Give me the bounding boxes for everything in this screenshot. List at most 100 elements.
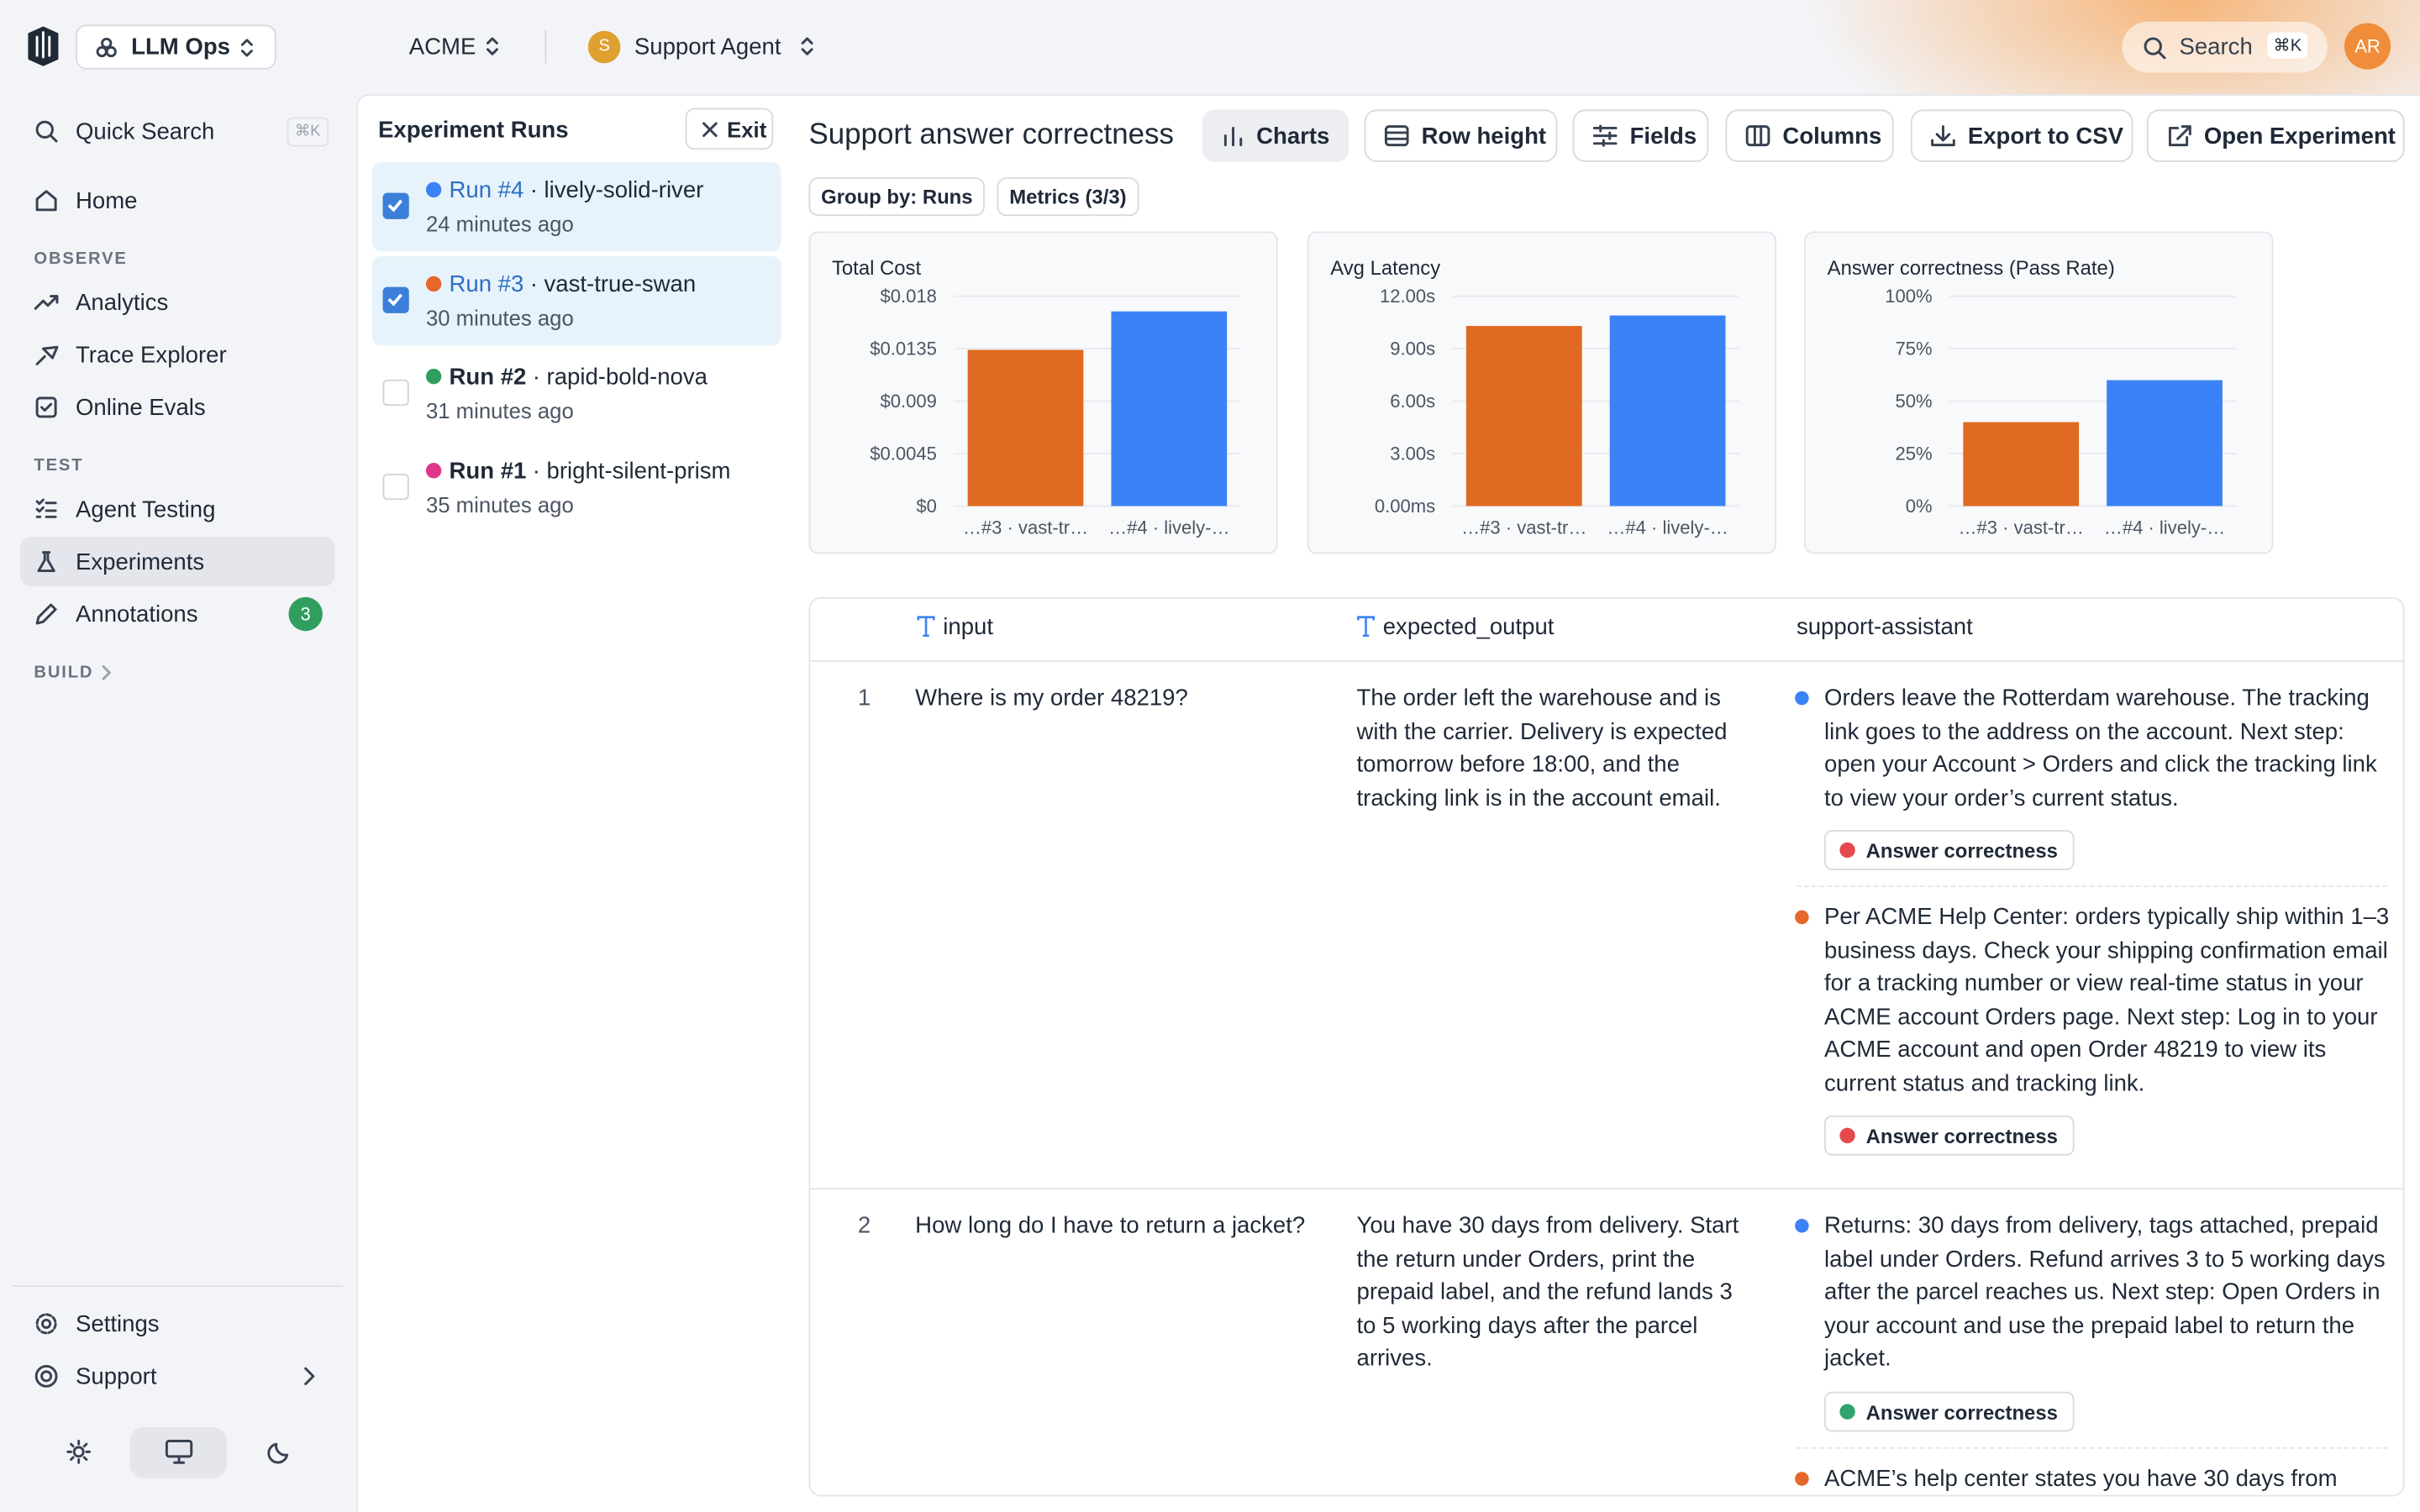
agent-name[interactable]: Support Agent <box>634 34 781 60</box>
y-tick-label: $0.0045 <box>870 443 937 464</box>
button-label: Row height <box>1421 123 1547 150</box>
run-title: Run #4 · lively-solid-river <box>425 177 703 203</box>
y-tick-label: 3.00s <box>1390 443 1435 464</box>
toolbar-button[interactable]: Open Experiment <box>2146 109 2405 162</box>
user-avatar[interactable]: AR <box>2344 23 2391 70</box>
chevron <box>801 37 813 55</box>
nav-item[interactable]: Agent Testing <box>76 496 216 523</box>
nav-section[interactable]: BUILD <box>34 663 94 682</box>
run-time: 31 minutes ago <box>425 397 574 423</box>
toolbar-button[interactable]: Row height <box>1364 109 1558 162</box>
search-label: Search <box>2179 34 2253 60</box>
chevron <box>304 1367 315 1386</box>
page-title: Support answer correctness <box>808 118 1174 152</box>
theme-system[interactable] <box>165 1440 193 1464</box>
eval-label: Answer correctness <box>1865 838 2058 862</box>
toolbar-button[interactable]: Export to CSV <box>1910 109 2133 162</box>
run-row[interactable]: Run #3 · vast-true-swan 30 minutes ago <box>371 255 781 346</box>
theme-active <box>129 1426 228 1478</box>
output-dot <box>1795 1219 1809 1233</box>
checkbox <box>382 379 409 407</box>
run-row[interactable]: Run #4 · lively-solid-river 24 minutes ago <box>371 161 781 252</box>
icon <box>35 190 57 212</box>
chart-title: Answer correctness (Pass Rate) <box>1828 257 2115 280</box>
toolbar-button[interactable]: Fields <box>1572 109 1709 162</box>
workspace-switcher[interactable]: LLM Ops <box>76 24 276 70</box>
run-row[interactable]: Run #1 · bright-silent-prism 35 minutes ag… <box>372 443 781 533</box>
run-name: · rapid-bold-nova <box>532 364 708 391</box>
button-label: Open Experiment <box>2203 123 2396 150</box>
eval-dot <box>1839 1127 1855 1144</box>
y-tick-label: $0.018 <box>881 286 937 307</box>
nav-item[interactable]: Support <box>76 1363 157 1390</box>
nav-item[interactable]: Annotations <box>76 601 198 628</box>
table: input expected_output support-assistant 1 Wh… <box>808 596 2405 1497</box>
y-tick-label: 25% <box>1895 443 1932 464</box>
chart: Answer correctness (Pass Rate) 0% 25% 50% 75… <box>1828 257 2237 538</box>
toolbar-button[interactable]: Charts <box>1202 109 1349 162</box>
toolbar-button[interactable]: Columns <box>1725 109 1894 162</box>
y-tick-label: 0% <box>1906 496 1933 517</box>
bar <box>1963 422 2080 507</box>
y-tick-label: 6.00s <box>1390 391 1435 412</box>
header-rule <box>810 660 2403 662</box>
icon <box>1931 125 1955 147</box>
y-tick-label: 12.00s <box>1380 286 1435 307</box>
check <box>387 199 402 213</box>
expected-cell: You have 30 days from delivery. Start th… <box>1356 1212 1739 1372</box>
nav-item[interactable]: Trace Explorer <box>76 342 227 369</box>
icon <box>34 295 59 310</box>
theme-dark[interactable] <box>267 1440 292 1464</box>
icon <box>35 498 57 518</box>
nav-item[interactable]: Quick Search <box>76 118 215 145</box>
row-rule <box>810 1188 2403 1190</box>
bar <box>1609 315 1726 507</box>
y-tick-label: 50% <box>1895 391 1932 412</box>
agent-avatar: S <box>587 30 621 64</box>
nav-item[interactable]: Settings <box>76 1311 160 1338</box>
eval-dot <box>1839 842 1855 858</box>
exit-label: Exit <box>727 117 767 142</box>
column-header: support-assistant <box>1796 614 1973 641</box>
output-separator <box>1796 885 2388 888</box>
output-dot <box>1795 690 1809 706</box>
nav-section: TEST <box>34 456 84 475</box>
exit-button[interactable]: Exit <box>685 108 774 150</box>
x-tick-label: …#3 · vast-tr… <box>1959 517 2084 538</box>
eval-badge: Answer correctness <box>1824 830 2075 870</box>
bar <box>967 349 1084 507</box>
nav-item[interactable]: Online Evals <box>76 395 206 422</box>
checkbox <box>382 286 409 313</box>
nav-item[interactable]: Home <box>76 188 138 215</box>
icon <box>35 396 57 418</box>
run-name: · vast-true-swan <box>529 271 697 298</box>
search[interactable]: Search ⌘K <box>2122 21 2328 73</box>
run-dot <box>425 276 442 292</box>
run-time: 35 minutes ago <box>425 491 574 517</box>
shortcut: ⌘K <box>2267 32 2308 59</box>
org-name[interactable]: ACME <box>408 34 476 60</box>
y-tick-label: $0.0135 <box>870 338 937 359</box>
type-icon <box>917 616 935 645</box>
filter-chip[interactable]: Group by: Runs <box>808 177 986 217</box>
run-row[interactable]: Run #2 · rapid-bold-nova 31 minutes ago <box>372 349 781 438</box>
icon <box>2168 125 2191 147</box>
chart: Avg Latency 0.00ms 3.00s 6.00s 9.00s 12.00s …#… <box>1330 257 1740 538</box>
row-index: 2 <box>857 1212 871 1239</box>
nav-item[interactable]: Experiments <box>76 549 205 576</box>
y-tick-label: $0 <box>916 496 937 517</box>
y-tick-label: $0.009 <box>881 391 937 412</box>
eval-dot <box>1839 1404 1855 1420</box>
expected-cell: The order left the warehouse and is with… <box>1356 685 1728 811</box>
nav-item[interactable]: Analytics <box>76 290 169 317</box>
theme-light[interactable] <box>66 1440 92 1464</box>
icon <box>35 120 58 143</box>
run-title: Run #3 · vast-true-swan <box>425 271 697 298</box>
filter-chip[interactable]: Metrics (3/3) <box>997 177 1139 217</box>
check <box>387 293 402 307</box>
y-tick-label: 75% <box>1895 338 1932 359</box>
eval-label: Answer correctness <box>1865 1124 2058 1147</box>
checkbox <box>382 473 409 501</box>
output-text: Per ACME Help Center: orders typically s… <box>1824 904 2390 1097</box>
